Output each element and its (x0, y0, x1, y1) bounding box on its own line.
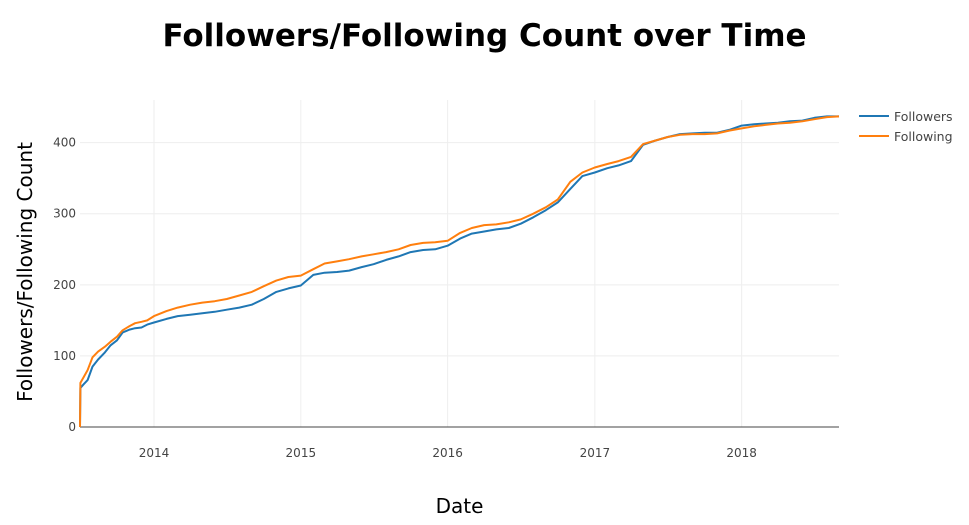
y-tick-label: 200 (53, 278, 76, 292)
chart-title: Followers/Following Count over Time (162, 18, 807, 54)
legend-label-following: Following (894, 128, 953, 144)
tick-layer: 2014 2015 2016 2017 2018 0 100 200 300 400 (53, 136, 757, 460)
x-axis-label: Date (435, 494, 484, 518)
x-tick-label: 2015 (286, 446, 317, 460)
legend-item-following[interactable]: Following (859, 126, 953, 146)
y-tick-label: 300 (53, 207, 76, 221)
series-layer (79, 115, 840, 428)
x-tick-label: 2018 (726, 446, 757, 460)
legend-swatch-following (859, 135, 889, 137)
series-line-following (79, 115, 840, 428)
y-tick-label: 400 (53, 136, 76, 150)
x-tick-label: 2014 (139, 446, 170, 460)
legend-item-followers[interactable]: Followers (859, 106, 953, 126)
series-line-followers (79, 115, 839, 428)
x-tick-label: 2016 (432, 446, 463, 460)
grid-layer (80, 100, 839, 428)
y-tick-label: 0 (68, 420, 76, 434)
x-tick-label: 2017 (580, 446, 611, 460)
legend: Followers Following (859, 106, 953, 146)
legend-swatch-followers (859, 115, 889, 117)
y-tick-label: 100 (53, 349, 76, 363)
legend-label-followers: Followers (894, 108, 953, 124)
